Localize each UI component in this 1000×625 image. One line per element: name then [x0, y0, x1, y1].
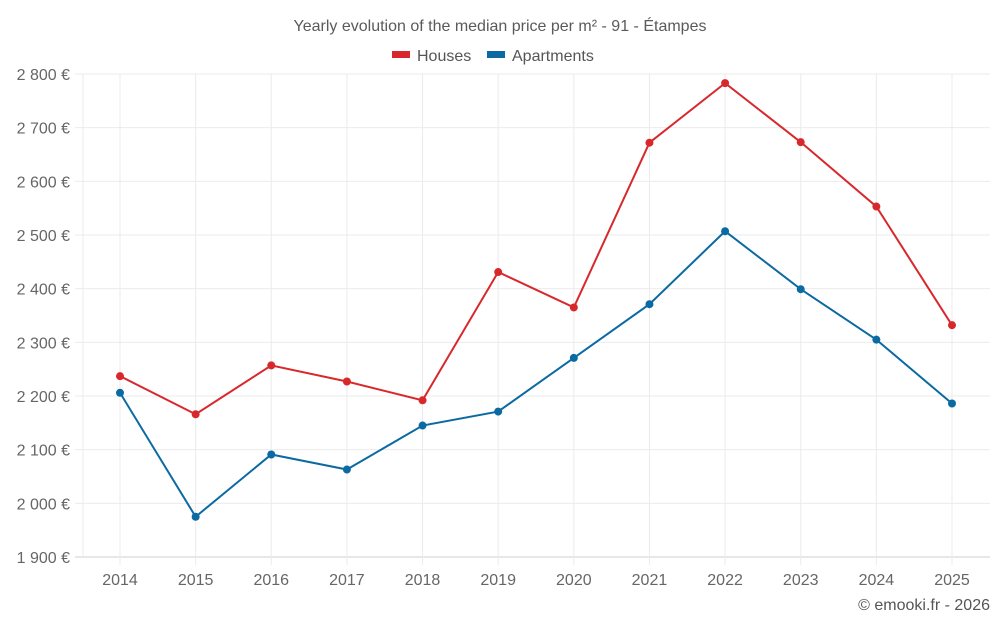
y-axis-ticks: 1 900 € 2 000 € 2 100 € 2 200 € 2 300 € 2 400…	[17, 67, 70, 567]
y-gridlines	[75, 73, 990, 558]
data-point-apartments[interactable]	[645, 300, 654, 309]
legend-swatch-houses[interactable]	[392, 51, 410, 58]
x-tick-label: 2015	[178, 572, 214, 589]
y-tick-label: 2 300 €	[17, 335, 70, 352]
data-point-houses[interactable]	[494, 268, 503, 277]
data-point-houses[interactable]	[645, 138, 654, 147]
data-point-houses[interactable]	[796, 138, 805, 147]
data-point-apartments[interactable]	[494, 407, 503, 416]
data-point-houses[interactable]	[948, 321, 956, 330]
data-point-apartments[interactable]	[872, 335, 881, 344]
data-point-houses[interactable]	[872, 202, 881, 211]
legend-label-houses[interactable]: Houses	[417, 48, 471, 65]
x-axis-ticks: 2014 2015 2016 2017 2018 2019 2020 2021 2022 2023…	[102, 572, 970, 589]
x-tick-label: 2025	[934, 572, 970, 589]
chart-title: Yearly evolution of the median price per…	[294, 16, 707, 35]
series-line-apartments	[119, 229, 953, 519]
data-point-apartments[interactable]	[267, 450, 276, 459]
y-tick-label: 2 800 €	[17, 67, 70, 84]
x-tick-label: 2023	[783, 572, 819, 589]
x-tick-label: 2019	[480, 572, 516, 589]
y-tick-label: 2 500 €	[17, 228, 70, 245]
x-tick-label: 2018	[405, 572, 441, 589]
data-point-houses[interactable]	[418, 396, 427, 405]
credit-text: © emooki.fr - 2026	[858, 597, 990, 614]
data-point-houses[interactable]	[267, 361, 276, 370]
data-point-houses[interactable]	[721, 79, 730, 88]
x-tick-label: 2021	[632, 572, 668, 589]
legend: Houses Apartments	[392, 48, 594, 65]
y-tick-label: 2 100 €	[17, 443, 70, 460]
data-point-houses[interactable]	[191, 410, 200, 419]
legend-label-apartments[interactable]: Apartments	[512, 48, 594, 65]
data-point-apartments[interactable]	[191, 512, 200, 521]
x-tick-label: 2016	[253, 572, 289, 589]
data-point-apartments[interactable]	[721, 227, 730, 236]
data-point-houses[interactable]	[569, 303, 578, 312]
y-tick-label: 2 600 €	[17, 174, 70, 191]
data-point-apartments[interactable]	[342, 465, 351, 474]
x-tick-label: 2022	[707, 572, 743, 589]
data-point-apartments[interactable]	[948, 399, 956, 408]
series-group	[116, 79, 956, 521]
series-line-houses	[119, 81, 953, 416]
legend-swatch-apartments[interactable]	[487, 51, 505, 58]
x-tick-label: 2024	[859, 572, 895, 589]
y-tick-label: 2 200 €	[17, 389, 70, 406]
x-tick-label: 2020	[556, 572, 592, 589]
x-tick-label: 2017	[329, 572, 365, 589]
y-tick-label: 1 900 €	[17, 550, 70, 567]
data-point-apartments[interactable]	[418, 421, 427, 430]
data-point-apartments[interactable]	[796, 285, 805, 294]
data-point-houses[interactable]	[342, 377, 351, 386]
data-point-apartments[interactable]	[569, 353, 578, 362]
y-tick-label: 2 700 €	[17, 121, 70, 138]
x-gridlines	[82, 74, 953, 565]
data-point-houses[interactable]	[116, 372, 124, 381]
data-point-apartments[interactable]	[116, 388, 124, 397]
x-tick-label: 2014	[102, 572, 138, 589]
y-tick-label: 2 400 €	[17, 282, 70, 299]
y-tick-label: 2 000 €	[17, 496, 70, 513]
